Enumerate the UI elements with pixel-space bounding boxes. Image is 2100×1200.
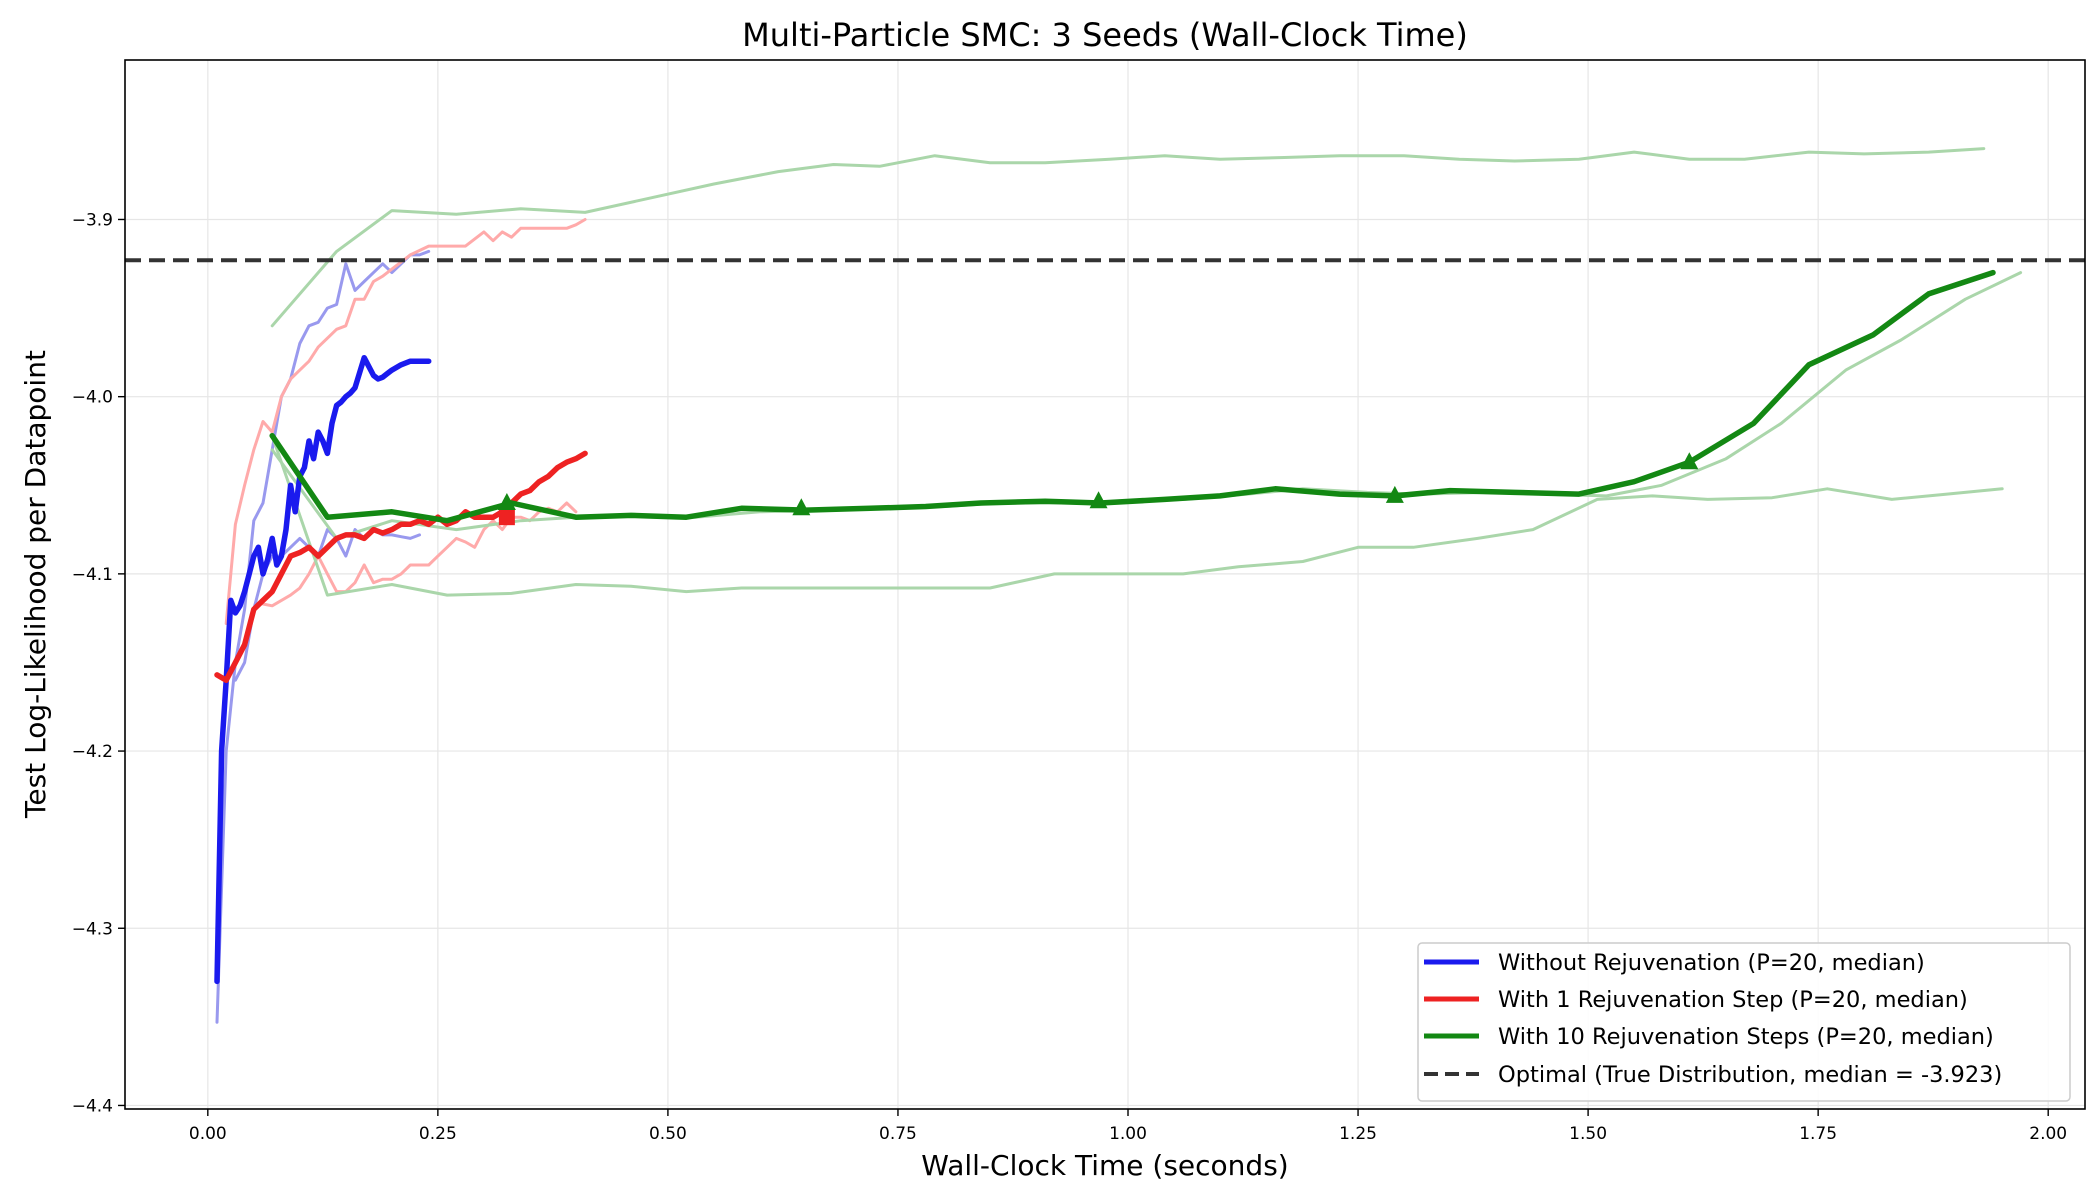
- x-tick-label: 0.00: [189, 1124, 227, 1144]
- y-tick-label: −4.2: [72, 742, 113, 762]
- x-tick-label: 0.25: [419, 1124, 457, 1144]
- legend-label-1-rejuvenation-step: With 1 Rejuvenation Step (P=20, median): [1498, 987, 1968, 1013]
- x-tick-label: 2.00: [2029, 1124, 2067, 1144]
- y-tick-label: −4.4: [72, 1096, 113, 1116]
- x-tick-label: 0.75: [879, 1124, 917, 1144]
- grid-lines: [125, 60, 2085, 1109]
- x-axis-title: Wall-Clock Time (seconds): [921, 1149, 1288, 1182]
- legend: Without Rejuvenation (P=20, median) With…: [1417, 942, 2071, 1102]
- median-series-line: [499, 450, 588, 515]
- median-series-line: [214, 354, 432, 985]
- y-tick-label: −4.0: [72, 388, 113, 408]
- x-tick-label: 1.25: [1339, 1124, 1377, 1144]
- x-tick-label: 1.00: [1109, 1124, 1147, 1144]
- x-tick-label: 1.75: [1799, 1124, 1837, 1144]
- triangle-marker: [497, 492, 516, 510]
- legend-box: [1417, 942, 2071, 1102]
- legend-label-10-rejuvenation-steps: With 10 Rejuvenation Steps (P=20, median…: [1498, 1024, 1994, 1050]
- triangle-marker: [1680, 452, 1699, 470]
- y-tick-label: −3.9: [72, 210, 113, 230]
- chart-title: Multi-Particle SMC: 3 Seeds (Wall-Clock …: [742, 16, 1468, 54]
- legend-label-without-rejuvenation: Without Rejuvenation (P=20, median): [1498, 950, 1925, 976]
- y-tick-label: −4.3: [72, 919, 113, 939]
- triangle-marker: [1089, 491, 1108, 509]
- legend-label-optimal: Optimal (True Distribution, median = -3.…: [1498, 1062, 2002, 1088]
- markers: [497, 452, 1699, 526]
- y-tick-label: −4.1: [72, 565, 113, 585]
- y-axis-ticks: −4.4 −4.3 −4.2 −4.1 −4.0 −3.9: [72, 210, 125, 1116]
- plot-area: [125, 60, 2085, 1109]
- y-axis-title: Test Log-Likelihood per Datapoint: [19, 350, 52, 819]
- plot-frame: [124, 59, 2086, 1110]
- x-axis-ticks: 0.00 0.25 0.50 0.75 1.00 1.25 1.50 1.75 2.00: [189, 1109, 2067, 1144]
- seed-series-line: [215, 249, 431, 1024]
- seed-lines: [215, 147, 2023, 1024]
- seed-series-line: [270, 147, 1986, 328]
- seed-series-line: [270, 434, 2004, 597]
- median-series-line: [269, 269, 1996, 524]
- square-marker: [498, 509, 515, 526]
- x-tick-label: 1.50: [1569, 1124, 1607, 1144]
- median-lines: [214, 269, 1996, 985]
- triangle-marker: [1385, 485, 1404, 503]
- seed-series-line: [224, 218, 587, 625]
- triangle-marker: [792, 498, 811, 516]
- x-tick-label: 0.50: [649, 1124, 687, 1144]
